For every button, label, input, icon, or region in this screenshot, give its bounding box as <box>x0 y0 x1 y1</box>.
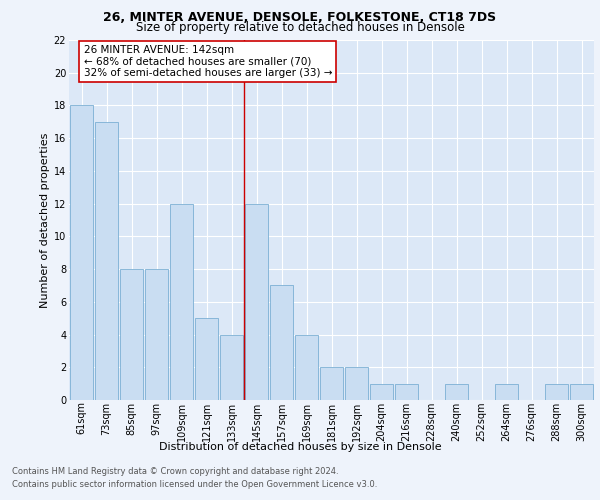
Text: Contains HM Land Registry data © Crown copyright and database right 2024.: Contains HM Land Registry data © Crown c… <box>12 467 338 476</box>
Bar <box>220 334 244 400</box>
Bar <box>344 368 368 400</box>
Bar <box>295 334 319 400</box>
Text: Distribution of detached houses by size in Densole: Distribution of detached houses by size … <box>158 442 442 452</box>
Bar <box>395 384 418 400</box>
Bar <box>70 106 94 400</box>
Bar <box>370 384 394 400</box>
Bar <box>445 384 469 400</box>
Bar <box>194 318 218 400</box>
Text: Size of property relative to detached houses in Densole: Size of property relative to detached ho… <box>136 21 464 34</box>
Bar <box>95 122 118 400</box>
Bar <box>119 269 143 400</box>
Bar <box>245 204 268 400</box>
Bar <box>494 384 518 400</box>
Bar <box>569 384 593 400</box>
Text: 26 MINTER AVENUE: 142sqm
← 68% of detached houses are smaller (70)
32% of semi-d: 26 MINTER AVENUE: 142sqm ← 68% of detach… <box>83 45 332 78</box>
Text: Contains public sector information licensed under the Open Government Licence v3: Contains public sector information licen… <box>12 480 377 489</box>
Bar <box>269 286 293 400</box>
Y-axis label: Number of detached properties: Number of detached properties <box>40 132 50 308</box>
Bar <box>545 384 568 400</box>
Bar <box>320 368 343 400</box>
Bar <box>170 204 193 400</box>
Bar <box>145 269 169 400</box>
Text: 26, MINTER AVENUE, DENSOLE, FOLKESTONE, CT18 7DS: 26, MINTER AVENUE, DENSOLE, FOLKESTONE, … <box>103 11 497 24</box>
